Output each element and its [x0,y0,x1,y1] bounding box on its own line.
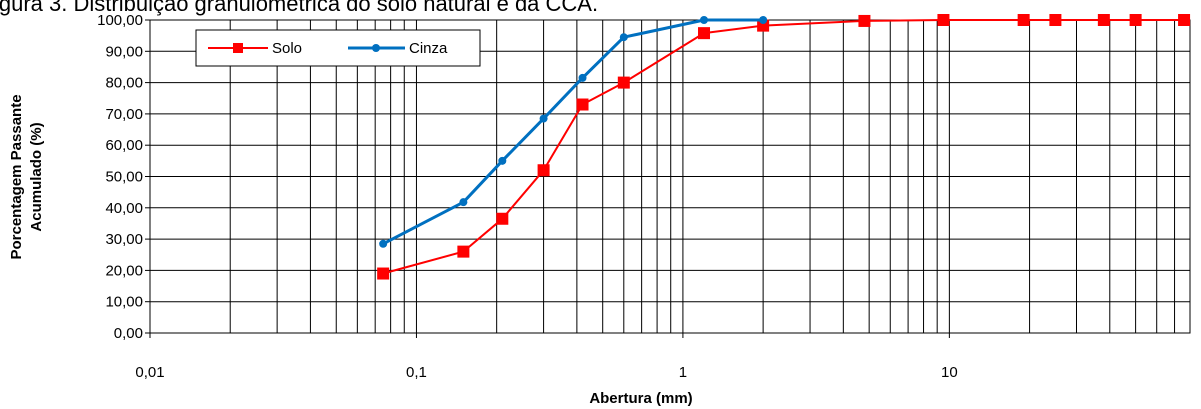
series-solo-point [576,98,589,111]
series-solo-point [1017,14,1030,26]
series-solo-point [937,14,950,26]
series-layer [377,14,1191,280]
series-cinza-point [578,73,587,82]
series-solo-point [858,14,871,27]
series-cinza-point [459,198,468,207]
series-solo-point [1129,14,1142,26]
y-tick-label: 30,00 [105,231,143,248]
y-tick-label: 0,00 [114,325,143,342]
y-tick-label: 70,00 [105,106,143,123]
series-cinza-point [619,33,628,42]
series-solo-point [1097,14,1110,26]
y-tick-label: 10,00 [105,294,143,311]
x-axis: 0,01 0,1 1 10 [135,333,958,381]
series-solo-point [617,76,630,89]
series-solo-point [698,27,711,40]
y-tick-label: 90,00 [105,43,143,60]
x-tick-label: 0,1 [406,364,427,381]
legend-solo-label: Solo [272,40,302,57]
y-tick-label: 60,00 [105,137,143,154]
series-solo-line [382,19,1185,275]
x-tick-label: 0,01 [135,364,164,381]
series-cinza-point [498,156,507,165]
series-solo-point [1178,14,1191,26]
y-tick-label: 80,00 [105,75,143,92]
series-cinza-point [379,239,388,248]
series-solo-point [1049,14,1062,26]
series-cinza-point [539,114,548,123]
y-axis-title-line-2: Acumulado (%) [28,122,45,231]
series-solo-point [537,164,550,177]
y-axis: 0,00 10,00 20,00 30,00 40,00 50,00 60,00 70,00 8… [97,12,150,342]
legend-cinza-label: Cinza [409,40,448,57]
y-tick-label: 50,00 [105,169,143,186]
series-cinza-line [382,18,764,246]
series-cinza-point [700,16,709,24]
x-tick-label: 10 [941,364,958,381]
series-solo-point [496,212,509,225]
y-tick-label: 100,00 [97,12,143,29]
series-solo-point [377,267,390,280]
y-axis-title: Porcentagem Passante Acumulado (%) [8,94,45,259]
y-axis-title-line-1: Porcentagem Passante [8,94,25,259]
legend-cinza-marker [372,44,380,52]
legend: Solo Cinza [195,29,481,67]
chart-title: igura 3. Distribuição granulométrica do … [0,0,598,16]
y-tick-label: 20,00 [105,262,143,279]
legend-solo-marker [233,43,243,53]
x-axis-title: Abertura (mm) [589,390,692,407]
x-tick-label: 1 [679,364,687,381]
grid [150,20,1190,333]
series-solo-point [457,245,470,258]
series-cinza-point [759,16,768,24]
y-tick-label: 40,00 [105,200,143,217]
